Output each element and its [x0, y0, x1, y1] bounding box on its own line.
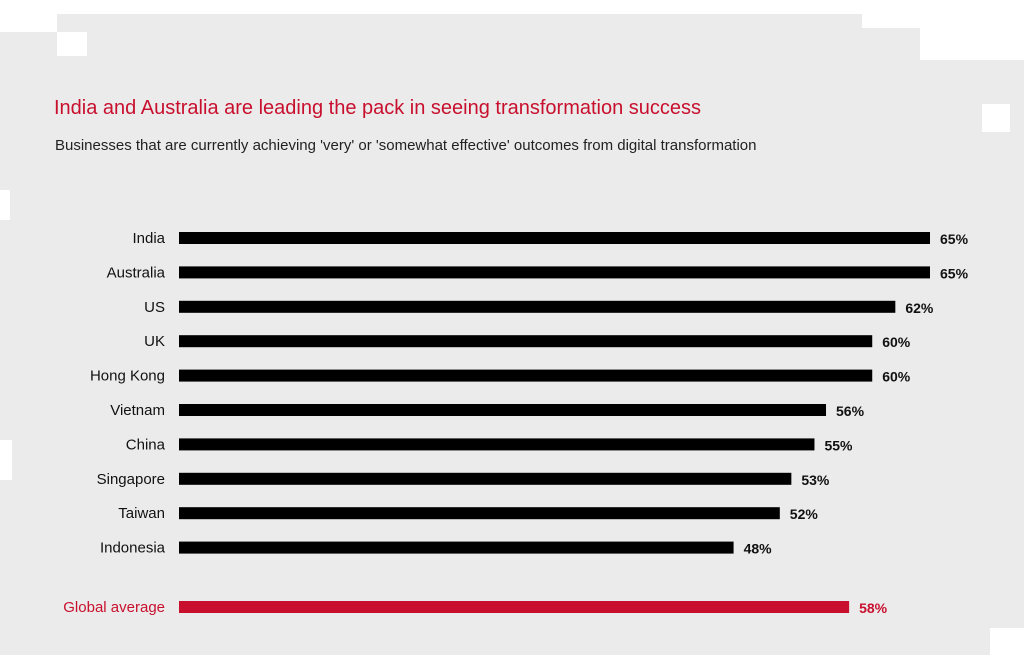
bar-label: India: [132, 230, 165, 247]
chart-title: India and Australia are leading the pack…: [54, 97, 702, 119]
bar-bar: [179, 507, 780, 520]
average-value-label: 58%: [859, 600, 888, 616]
bar-label: Vietnam: [110, 402, 165, 419]
average-label: Global average: [63, 599, 165, 616]
decorative-notch: [0, 440, 12, 480]
bar-label: UK: [144, 333, 165, 350]
bar-label: Hong Kong: [90, 368, 165, 385]
bar-value-label: 60%: [882, 334, 911, 350]
decorative-notch: [982, 104, 1010, 132]
bar-label: Indonesia: [100, 540, 166, 557]
bar-bar: [179, 300, 896, 313]
bar-bar: [179, 335, 873, 348]
decorative-notch: [990, 628, 1024, 655]
bar-label: US: [144, 299, 165, 316]
bar-value-label: 65%: [940, 265, 969, 281]
bar-value-label: 56%: [836, 403, 865, 419]
bar-bar: [179, 266, 930, 279]
decorative-notch: [862, 14, 1024, 28]
bar-bar: [179, 404, 827, 416]
bar-value-label: 52%: [790, 506, 819, 522]
decorative-notch: [57, 32, 87, 56]
bar-bar: [179, 541, 734, 554]
bar-label: Australia: [107, 264, 166, 281]
bar-label: Taiwan: [118, 505, 165, 522]
chart-subtitle: Businesses that are currently achieving …: [55, 137, 757, 154]
bar-value-label: 48%: [744, 541, 773, 557]
bar-value-label: 65%: [940, 231, 969, 247]
bar-bar: [179, 472, 792, 485]
decorative-notch: [920, 28, 1024, 60]
bar-value-label: 53%: [801, 472, 830, 488]
bar-bar: [179, 232, 930, 244]
bar-label: China: [126, 436, 166, 453]
bar-value-label: 62%: [905, 300, 934, 316]
decorative-notch: [0, 190, 10, 220]
average-bar: [179, 601, 850, 613]
bar-label: Singapore: [97, 471, 165, 488]
decorative-notch: [0, 14, 57, 32]
bar-bar: [179, 369, 873, 382]
bar-bar: [179, 438, 815, 451]
bar-value-label: 55%: [824, 437, 853, 453]
bar-value-label: 60%: [882, 369, 911, 385]
